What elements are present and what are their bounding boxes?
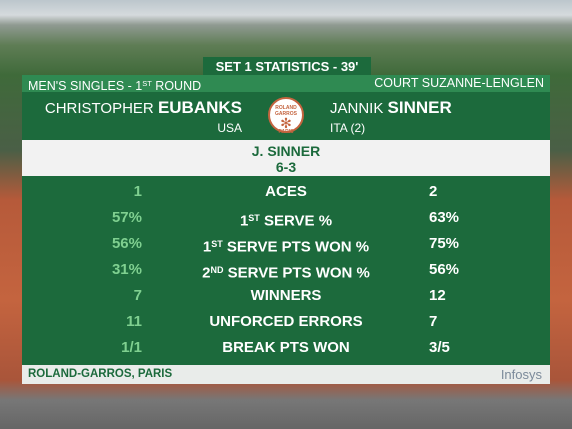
- location: ROLAND-GARROS, PARIS: [28, 368, 173, 380]
- stat-row: 7 WINNERS 12: [22, 283, 550, 309]
- stat-label: 1ST SERVE %: [22, 205, 550, 235]
- player-name: CHRISTOPHER EUBANKS: [45, 98, 242, 118]
- score: 6-3: [275, 159, 297, 175]
- result: J. SINNER 6-3: [22, 140, 550, 176]
- last-name: EUBANKS: [157, 98, 242, 117]
- player2-value: 56%: [429, 261, 460, 278]
- player2-value: 7: [429, 313, 438, 330]
- stat-label-text: UNFORCED ERRORS: [209, 313, 363, 330]
- stat-label: 1ST SERVE PTS WON %: [22, 231, 550, 261]
- round-text: ROUND: [151, 78, 202, 93]
- player1-value: 7: [133, 287, 142, 304]
- player2-value: 75%: [429, 235, 460, 252]
- stat-row: 57% 1ST SERVE % 63%: [22, 205, 550, 231]
- stat-row: 1/1 BREAK PTS WON 3/5: [22, 335, 550, 361]
- stat-label: WINNERS: [22, 283, 550, 309]
- round-sup: ST: [142, 79, 152, 88]
- sponsor: Infosys: [500, 367, 542, 382]
- stat-label-text: 1: [239, 212, 249, 230]
- player1-value: 56%: [111, 235, 142, 252]
- stat-label-sup: ST: [211, 239, 223, 249]
- stat-label-text: 2: [202, 264, 211, 282]
- player1-value: 1/1: [121, 339, 142, 356]
- stat-label-text: BREAK PTS WON: [222, 339, 350, 356]
- last-name: SINNER: [387, 98, 452, 117]
- player1-value: 1: [133, 183, 142, 200]
- stat-label-sup: ST: [248, 213, 260, 223]
- logo: ROLAND GARROS ✻ PARIS: [268, 97, 304, 135]
- stat-label-text: ACES: [265, 183, 307, 200]
- logo-mark: ✻: [280, 115, 292, 131]
- stat-row: 31% 2ND SERVE PTS WON % 56%: [22, 257, 550, 283]
- round: MEN'S SINGLES - 1ST ROUND: [28, 75, 201, 95]
- stat-label-text: SERVE PTS WON %: [222, 238, 370, 256]
- country: USA: [217, 121, 242, 135]
- stat-label-sup: ND: [210, 265, 224, 275]
- footer: ROLAND-GARROS, PARIS Infosys: [22, 365, 550, 384]
- stat-row: 56% 1ST SERVE PTS WON % 75%: [22, 231, 550, 257]
- player1-value: 11: [126, 313, 142, 330]
- stat-label-text: SERVE PTS WON %: [223, 264, 370, 282]
- first-name: CHRISTOPHER: [44, 100, 154, 117]
- round-text: MEN'S SINGLES - 1: [28, 78, 143, 93]
- logo-bottom: PARIS: [278, 129, 294, 135]
- player-name: JANNIK SINNER: [330, 98, 452, 118]
- stat-label-text: SERVE %: [259, 212, 333, 230]
- player2-value: 63%: [429, 209, 460, 226]
- winner: J. SINNER: [251, 143, 321, 159]
- stat-label: ACES: [22, 179, 550, 205]
- info-band: MEN'S SINGLES - 1ST ROUND COURT SUZANNE-…: [22, 75, 550, 95]
- player1-value: 31%: [111, 261, 142, 278]
- court: COURT SUZANNE-LENGLEN: [374, 76, 544, 90]
- player2-value: 3/5: [429, 339, 450, 356]
- title: SET 1 STATISTICS - 39': [203, 57, 371, 76]
- country: ITA (2): [330, 121, 366, 135]
- first-name: JANNIK: [330, 100, 384, 117]
- logo-top: ROLAND GARROS: [275, 105, 297, 117]
- stat-label: UNFORCED ERRORS: [22, 309, 550, 335]
- stat-label-text: 1: [202, 238, 212, 256]
- stat-label-text: WINNERS: [250, 287, 322, 304]
- stat-label: BREAK PTS WON: [22, 335, 550, 361]
- player2-value: 12: [429, 287, 446, 304]
- stat-row: 1 ACES 2: [22, 179, 550, 205]
- player2-value: 2: [429, 183, 438, 200]
- player1-value: 57%: [111, 209, 142, 226]
- stat-label: 2ND SERVE PTS WON %: [22, 257, 550, 287]
- stat-row: 11 UNFORCED ERRORS 7: [22, 309, 550, 335]
